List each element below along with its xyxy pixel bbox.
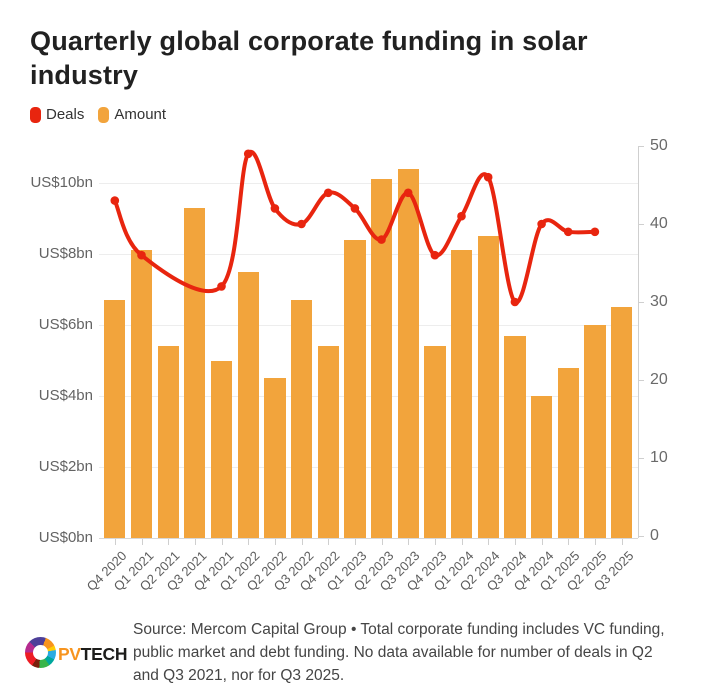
x-axis-tick — [408, 539, 410, 545]
legend: Deals Amount — [30, 106, 166, 123]
pvtech-logo-hole — [33, 645, 48, 660]
logo-tech: TECH — [80, 644, 128, 664]
deals-point-q4-2023[interactable] — [430, 250, 440, 260]
x-axis-tick — [248, 539, 250, 545]
x-axis-tick — [541, 539, 543, 545]
bar-q4-2020[interactable] — [104, 300, 126, 538]
source-line: public market and debt funding. No data … — [133, 644, 653, 661]
deals-point-q4-2024[interactable] — [537, 219, 546, 229]
bar-q4-2021[interactable] — [210, 360, 233, 538]
x-axis-tick — [221, 539, 223, 545]
deals-point-q4-2020[interactable] — [110, 196, 120, 205]
legend-item-deals[interactable]: Deals — [30, 106, 84, 123]
x-axis-tick — [168, 539, 170, 545]
gridline — [99, 254, 638, 255]
x-axis-tick — [434, 539, 436, 545]
bar-q1-2025[interactable] — [557, 367, 579, 538]
x-axis-tick — [301, 539, 303, 545]
legend-swatch-deals — [30, 106, 41, 123]
left-axis-label: US$2bn — [38, 458, 93, 475]
deals-point-q3-2024[interactable] — [510, 297, 520, 307]
deals-point-q2-2024[interactable] — [483, 172, 493, 182]
bar-q2-2021[interactable] — [157, 346, 179, 538]
deals-point-q2-2025[interactable] — [590, 227, 600, 237]
gridline — [99, 467, 638, 468]
left-axis-label: US$8bn — [38, 245, 93, 262]
right-axis-label: 0 — [650, 527, 659, 544]
bar-q2-2023[interactable] — [370, 179, 393, 538]
bar-q1-2024[interactable] — [450, 250, 473, 538]
bar-q1-2022[interactable] — [237, 271, 259, 539]
logo-pv: PV — [58, 644, 81, 664]
bar-q4-2022[interactable] — [317, 346, 339, 538]
deals-point-q1-2023[interactable] — [350, 204, 360, 213]
left-axis-label: US$10bn — [30, 174, 93, 191]
x-axis-baseline — [99, 538, 638, 539]
bar-q3-2021[interactable] — [184, 207, 206, 538]
x-axis-tick — [594, 539, 596, 545]
gridline — [99, 325, 638, 326]
bar-q2-2025[interactable] — [584, 325, 606, 538]
deals-point-q1-2022[interactable] — [243, 149, 253, 159]
left-axis-label: US$4bn — [38, 387, 93, 404]
right-axis-tick — [638, 302, 644, 303]
x-axis-tick — [514, 539, 516, 545]
deals-point-q4-2021[interactable] — [217, 282, 226, 291]
bar-q2-2024[interactable] — [477, 236, 499, 539]
deals-point-q2-2022[interactable] — [270, 204, 280, 213]
source-note: Source: Mercom Capital Group • Total cor… — [133, 618, 673, 687]
x-axis-tick — [114, 539, 116, 545]
bar-q4-2023[interactable] — [424, 346, 446, 538]
deals-point-q1-2025[interactable] — [563, 227, 573, 237]
right-axis-label: 10 — [650, 449, 668, 466]
bar-q3-2023[interactable] — [397, 168, 419, 538]
x-axis-tick — [461, 539, 463, 545]
legend-swatch-amount — [98, 106, 110, 123]
right-axis-label: 20 — [650, 371, 668, 388]
right-axis-tick — [638, 536, 644, 537]
gridline — [99, 183, 638, 184]
bar-q3-2024[interactable] — [504, 335, 526, 538]
right-axis-tick — [638, 380, 644, 381]
pvtech-logo-icon — [25, 637, 56, 668]
bar-q1-2021[interactable] — [130, 250, 153, 538]
bar-q3-2022[interactable] — [290, 300, 313, 538]
gridline — [99, 396, 638, 397]
page-title: Quarterly global corporate funding in so… — [30, 26, 588, 90]
bar-q4-2024[interactable] — [530, 396, 553, 538]
legend-item-amount[interactable]: Amount — [98, 106, 166, 123]
x-axis-tick — [141, 539, 143, 545]
right-axis-label: 40 — [650, 215, 668, 232]
legend-label: Deals — [46, 106, 85, 123]
x-axis-tick — [328, 539, 330, 545]
bar-q1-2023[interactable] — [344, 239, 366, 538]
deals-point-q1-2024[interactable] — [457, 211, 466, 221]
source-line: Source: Mercom Capital Group • Total cor… — [133, 621, 665, 638]
x-axis-tick — [621, 539, 623, 545]
x-axis-tick — [274, 539, 276, 545]
x-axis-tick — [568, 539, 570, 545]
deals-point-q4-2022[interactable] — [323, 188, 333, 198]
deals-point-q3-2022[interactable] — [297, 219, 306, 229]
x-axis-tick — [354, 539, 356, 545]
x-axis-tick — [488, 539, 490, 545]
bar-q3-2025[interactable] — [610, 307, 633, 539]
left-axis-label: US$6bn — [38, 316, 93, 333]
right-axis-label: 30 — [650, 293, 668, 310]
source-line: and Q3 2021, nor for Q3 2025. — [133, 667, 345, 684]
legend-label: Amount — [114, 106, 167, 123]
right-axis-line — [638, 146, 639, 538]
right-axis-label: 50 — [650, 137, 668, 154]
right-axis-tick — [638, 224, 644, 225]
bar-q2-2022[interactable] — [264, 378, 286, 539]
x-axis-tick — [381, 539, 383, 545]
right-axis-tick — [638, 146, 644, 147]
pvtech-logo-text: PVTECH — [58, 644, 128, 665]
left-axis-label: US$0bn — [38, 529, 93, 546]
right-axis-tick — [638, 458, 644, 459]
x-axis-tick — [194, 539, 196, 545]
